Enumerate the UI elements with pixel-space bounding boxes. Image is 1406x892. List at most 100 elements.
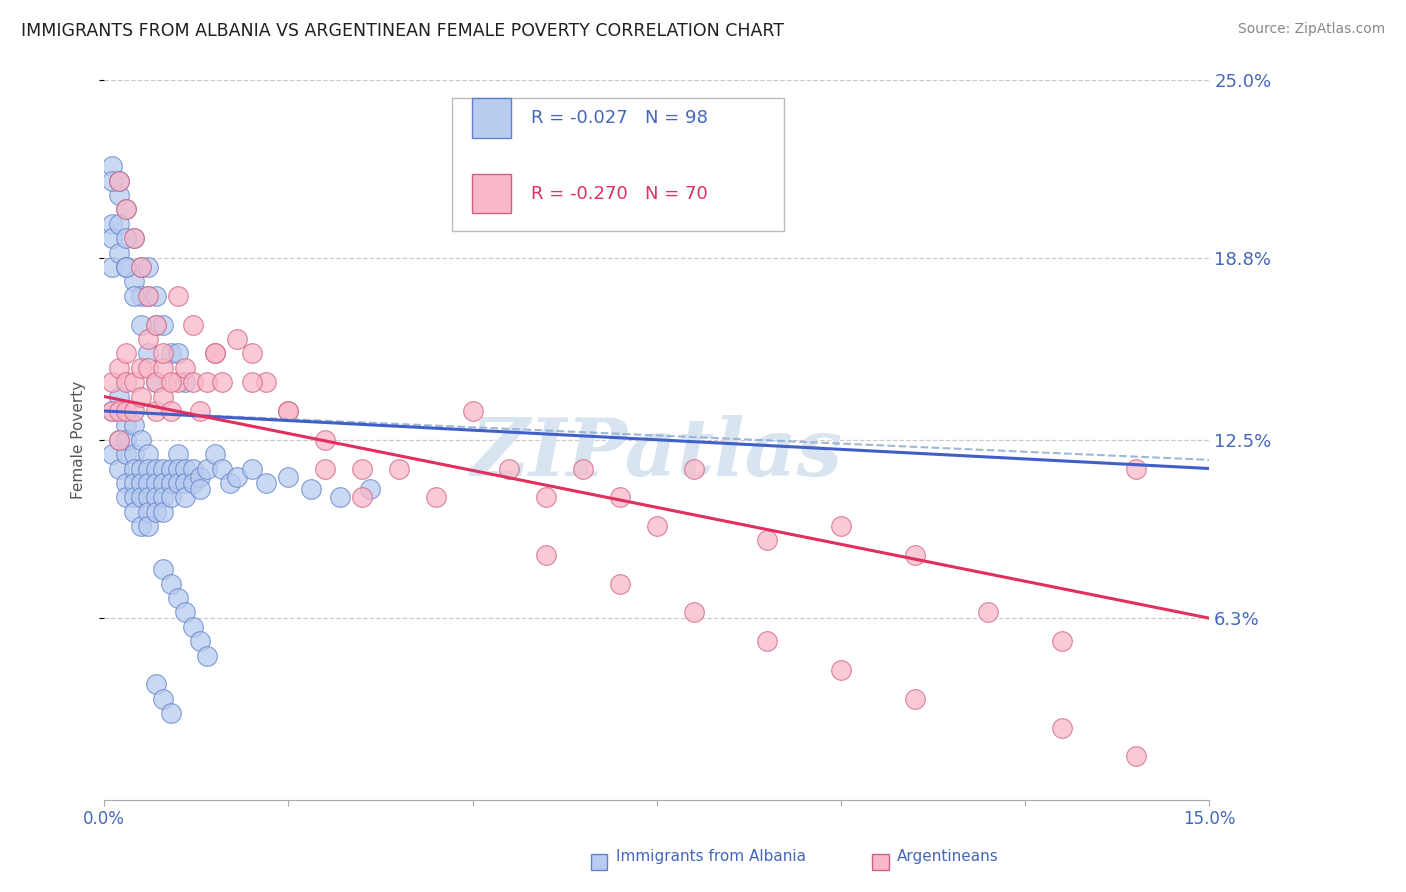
Point	[1050, 721, 1073, 735]
Point	[167, 346, 190, 360]
Point	[159, 404, 181, 418]
Point	[138, 360, 160, 375]
FancyBboxPatch shape	[472, 98, 510, 137]
Point	[425, 491, 447, 505]
Point	[145, 461, 167, 475]
Point	[100, 260, 122, 274]
Point	[197, 648, 219, 663]
Point	[167, 591, 190, 605]
Point	[100, 404, 122, 418]
Point	[129, 491, 152, 505]
Point	[115, 418, 138, 433]
Point	[115, 260, 138, 274]
Point	[756, 634, 779, 648]
Point	[167, 461, 190, 475]
Point	[152, 505, 174, 519]
Point	[1125, 461, 1147, 475]
Point	[352, 491, 374, 505]
Point	[108, 245, 131, 260]
Point	[314, 433, 336, 447]
Text: Immigrants from Albania: Immigrants from Albania	[616, 849, 806, 864]
Point	[122, 418, 145, 433]
Point	[188, 404, 211, 418]
Point	[188, 482, 211, 496]
Point	[181, 318, 204, 332]
Point	[682, 461, 704, 475]
Point	[129, 461, 152, 475]
Point	[756, 533, 779, 548]
Point	[115, 447, 138, 461]
Point	[167, 289, 190, 303]
Point	[159, 346, 181, 360]
Point	[138, 519, 160, 533]
Point	[277, 404, 299, 418]
Point	[138, 461, 160, 475]
Point	[181, 620, 204, 634]
Point	[536, 491, 558, 505]
Point	[122, 461, 145, 475]
Point	[145, 404, 167, 418]
Point	[174, 491, 197, 505]
Point	[115, 475, 138, 490]
Point	[100, 375, 122, 389]
Point	[211, 375, 233, 389]
Point	[100, 217, 122, 231]
Point	[145, 475, 167, 490]
Point	[129, 260, 152, 274]
Point	[122, 275, 145, 289]
Point	[108, 174, 131, 188]
Point	[115, 260, 138, 274]
Point	[277, 404, 299, 418]
Point	[108, 174, 131, 188]
Text: R = -0.027   N = 98: R = -0.027 N = 98	[531, 109, 707, 128]
Point	[108, 360, 131, 375]
Point	[181, 475, 204, 490]
Point	[254, 475, 277, 490]
Point	[167, 475, 190, 490]
Point	[138, 491, 160, 505]
Point	[314, 461, 336, 475]
Point	[204, 447, 226, 461]
Point	[211, 461, 233, 475]
Point	[138, 505, 160, 519]
Point	[159, 475, 181, 490]
Point	[108, 404, 131, 418]
Point	[129, 289, 152, 303]
Point	[352, 461, 374, 475]
Text: Argentineans: Argentineans	[897, 849, 998, 864]
Point	[204, 346, 226, 360]
Point	[329, 491, 352, 505]
Point	[174, 360, 197, 375]
Text: Source: ZipAtlas.com: Source: ZipAtlas.com	[1237, 22, 1385, 37]
Point	[174, 375, 197, 389]
Point	[138, 260, 160, 274]
Point	[572, 461, 595, 475]
Point	[115, 491, 138, 505]
FancyBboxPatch shape	[472, 174, 510, 213]
Point	[904, 548, 927, 562]
Text: ZIPatlas: ZIPatlas	[471, 416, 844, 493]
Point	[188, 634, 211, 648]
Point	[254, 375, 277, 389]
Point	[197, 461, 219, 475]
Point	[129, 360, 152, 375]
Point	[100, 404, 122, 418]
Point	[152, 491, 174, 505]
Point	[145, 491, 167, 505]
Point	[498, 461, 520, 475]
Point	[225, 470, 247, 484]
Point	[145, 318, 167, 332]
Point	[115, 346, 138, 360]
Point	[108, 433, 131, 447]
Point	[129, 318, 152, 332]
Point	[240, 346, 263, 360]
Point	[108, 461, 131, 475]
Point	[122, 375, 145, 389]
Point	[129, 390, 152, 404]
Point	[174, 461, 197, 475]
Point	[159, 576, 181, 591]
Point	[122, 491, 145, 505]
Point	[174, 606, 197, 620]
Point	[167, 375, 190, 389]
Point	[461, 404, 484, 418]
